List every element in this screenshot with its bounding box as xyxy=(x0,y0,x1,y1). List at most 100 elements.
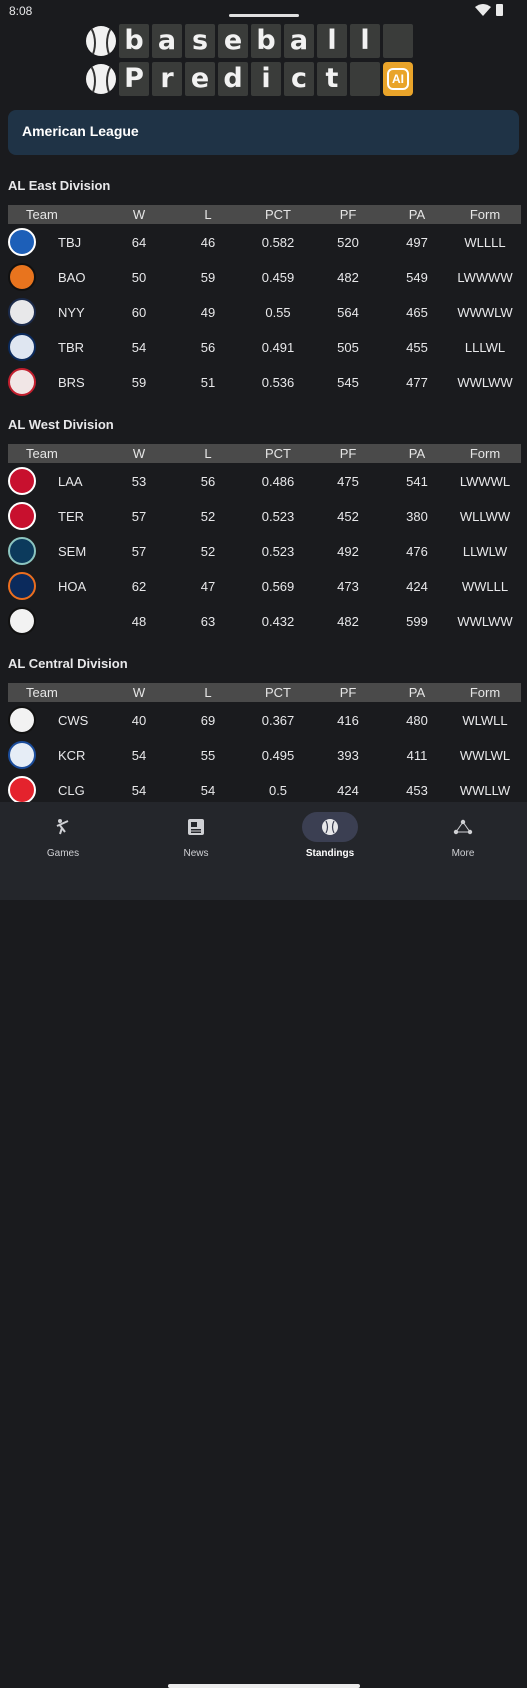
team-abbr: BRS xyxy=(58,375,85,390)
table-row[interactable]: BRS 59 51 0.536 545 477 WWLWW xyxy=(8,365,521,400)
column-header-w[interactable]: W xyxy=(132,685,146,700)
cell-pct: 0.491 xyxy=(261,340,295,355)
nav-item-more[interactable]: More xyxy=(413,812,513,859)
cell-w: 54 xyxy=(131,748,147,763)
cell-pf: 416 xyxy=(337,713,359,728)
red-sox-logo-icon xyxy=(8,368,36,396)
column-header-w[interactable]: W xyxy=(132,446,146,461)
division-title: AL West Division xyxy=(8,417,114,432)
logo-letter-tile: s xyxy=(185,24,215,58)
cell-l: 54 xyxy=(200,783,216,798)
cell-l: 56 xyxy=(200,340,216,355)
column-header-pa[interactable]: PA xyxy=(408,207,426,222)
logo-letter-tile: d xyxy=(218,62,248,96)
cell-w: 57 xyxy=(131,509,147,524)
table-row[interactable]: NYY 60 49 0.55 564 465 WWWLW xyxy=(8,295,521,330)
astros-logo-icon xyxy=(8,572,36,600)
table-row[interactable]: LAA 53 56 0.486 475 541 LWWWL xyxy=(8,464,521,499)
cell-form: LWWWW xyxy=(457,270,513,285)
cell-form: WWLWW xyxy=(457,375,513,390)
table-header: Team W L PCT PF PA Form xyxy=(8,683,521,702)
cell-w: 57 xyxy=(131,544,147,559)
column-header-l[interactable]: L xyxy=(204,446,212,461)
cell-form: WLWLL xyxy=(462,713,508,728)
logo-letter-tile: r xyxy=(152,62,182,96)
column-header-team[interactable]: Team xyxy=(26,685,58,700)
nav-item-games[interactable]: Games xyxy=(13,812,113,859)
table-row[interactable]: BAO 50 59 0.459 482 549 LWWWW xyxy=(8,260,521,295)
home-indicator[interactable] xyxy=(168,1684,360,1688)
cell-pct: 0.55 xyxy=(265,305,291,320)
column-header-w[interactable]: W xyxy=(132,207,146,222)
baseball-logo-icon xyxy=(86,24,116,58)
table-row[interactable]: CWS 40 69 0.367 416 480 WLWLL xyxy=(8,703,521,738)
nav-item-standings[interactable]: Standings xyxy=(280,812,380,859)
column-header-team[interactable]: Team xyxy=(26,446,58,461)
more-icon xyxy=(435,812,491,842)
cell-w: 50 xyxy=(131,270,147,285)
column-header-pf[interactable]: PF xyxy=(339,207,357,222)
column-header-form[interactable]: Form xyxy=(469,207,501,222)
column-header-pf[interactable]: PF xyxy=(339,446,357,461)
cell-pct: 0.536 xyxy=(261,375,295,390)
column-header-pf[interactable]: PF xyxy=(339,685,357,700)
column-header-pct[interactable]: PCT xyxy=(265,207,291,222)
team-abbr: TER xyxy=(58,509,84,524)
cell-w: 48 xyxy=(131,614,147,629)
logo-letter-tile: t xyxy=(317,62,347,96)
nav-item-news[interactable]: News xyxy=(146,812,246,859)
table-row[interactable]: TBR 54 56 0.491 505 455 LLLWL xyxy=(8,330,521,365)
table-row[interactable]: TER 57 52 0.523 452 380 WLLWW xyxy=(8,499,521,534)
column-header-pa[interactable]: PA xyxy=(408,446,426,461)
batter-icon xyxy=(35,812,91,842)
column-header-pa[interactable]: PA xyxy=(408,685,426,700)
cell-w: 53 xyxy=(131,474,147,489)
cell-w: 60 xyxy=(131,305,147,320)
column-header-form[interactable]: Form xyxy=(469,446,501,461)
cell-l: 47 xyxy=(200,579,216,594)
cell-pf: 393 xyxy=(337,748,359,763)
logo-letter-tile: a xyxy=(284,24,314,58)
cell-l: 52 xyxy=(200,544,216,559)
logo-letter-tile: l xyxy=(350,24,380,58)
cell-l: 69 xyxy=(200,713,216,728)
cell-pa: 465 xyxy=(406,305,428,320)
column-header-team[interactable]: Team xyxy=(26,207,58,222)
table-row[interactable]: KCR 54 55 0.495 393 411 WWLWL xyxy=(8,738,521,773)
cell-pf: 452 xyxy=(337,509,359,524)
cell-pa: 497 xyxy=(406,235,428,250)
cell-l: 55 xyxy=(200,748,216,763)
cell-l: 51 xyxy=(200,375,216,390)
status-bar: 8:08 xyxy=(0,0,527,24)
cell-pct: 0.582 xyxy=(261,235,295,250)
column-header-l[interactable]: L xyxy=(204,207,212,222)
column-header-pct[interactable]: PCT xyxy=(265,685,291,700)
team-abbr: HOA xyxy=(58,579,87,594)
logo-empty-tile xyxy=(350,62,380,96)
cell-pa: 477 xyxy=(406,375,428,390)
logo-letter-tile: b xyxy=(251,24,281,58)
cell-pct: 0.495 xyxy=(261,748,295,763)
angels-logo-icon xyxy=(8,467,36,495)
cell-form: WWLLL xyxy=(461,579,509,594)
column-header-pct[interactable]: PCT xyxy=(265,446,291,461)
table-row[interactable]: TBJ 64 46 0.582 520 497 WLLLL xyxy=(8,225,521,260)
cell-pf: 520 xyxy=(337,235,359,250)
league-selector[interactable]: American League xyxy=(8,110,519,155)
team-abbr: KCR xyxy=(58,748,86,763)
table-row[interactable]: SEM 57 52 0.523 492 476 LLWLW xyxy=(8,534,521,569)
cell-form: WWLWL xyxy=(459,748,511,763)
royals-logo-icon xyxy=(8,741,36,769)
cell-l: 52 xyxy=(200,509,216,524)
table-row[interactable]: 48 63 0.432 482 599 WWLWW xyxy=(8,604,521,639)
table-row[interactable]: CLG 54 54 0.5 424 453 WWLLW xyxy=(8,773,521,808)
table-row[interactable]: HOA 62 47 0.569 473 424 WWLLL xyxy=(8,569,521,604)
cell-l: 56 xyxy=(200,474,216,489)
logo-letter-tile: b xyxy=(119,24,149,58)
column-header-form[interactable]: Form xyxy=(469,685,501,700)
nav-label: Games xyxy=(46,848,80,859)
team-abbr: NYY xyxy=(58,305,85,320)
cell-pct: 0.432 xyxy=(261,614,295,629)
column-header-l[interactable]: L xyxy=(204,685,212,700)
